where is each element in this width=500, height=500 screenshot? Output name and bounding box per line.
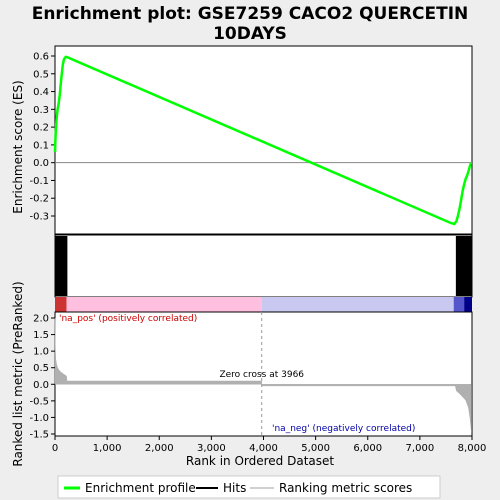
legend-box	[57, 475, 441, 499]
legend: Enrichment profile Hits Ranking metric sco…	[64, 481, 412, 495]
x-axis-label: Rank in Ordered Dataset	[186, 454, 334, 468]
chart-title-line2: 10DAYS	[213, 24, 287, 44]
x-tick-label: 2,000	[145, 443, 174, 454]
strongest-negative-segment	[464, 297, 472, 312]
enrichment-profile-line	[53, 55, 473, 226]
zero-cross-label: Zero cross at 3966	[219, 370, 304, 380]
es-y-axis: -0.3 -0.2 -0.1 0.0 0.1 0.2 0.3 0.4 0.5 0.6	[29, 52, 55, 223]
correlation-color-bar	[55, 297, 472, 312]
ranking-panel	[54, 311, 473, 437]
rank-y-tick-label: 1.0	[33, 347, 49, 358]
legend-label: Hits	[223, 481, 246, 495]
strong-negative-segment	[453, 297, 465, 312]
x-tick-label: 3,000	[197, 443, 226, 454]
legend-label: Ranking metric scores	[279, 481, 412, 495]
es-y-tick-label: 0.4	[33, 87, 49, 98]
es-y-tick-label: 0.5	[33, 69, 49, 80]
rank-y-tick-label: 0.0	[33, 380, 49, 391]
rank-y-axis: -1.5 -1.0 -0.5 0.0 0.5 1.0 1.5 2.0	[29, 314, 55, 441]
es-y-tick-label: -0.3	[29, 212, 49, 223]
negative-color-segment	[261, 297, 472, 312]
x-tick-label: 8,000	[458, 443, 487, 454]
rank-y-tick-label: -0.5	[29, 396, 49, 407]
x-tick-label: 6,000	[353, 443, 382, 454]
es-y-axis-label: Enrichment score (ES)	[11, 80, 25, 213]
rank-y-tick-label: 0.5	[33, 363, 49, 374]
legend-label: Enrichment profile	[85, 481, 196, 495]
es-y-tick-label: 0.2	[33, 123, 49, 134]
rank-y-tick-label: 2.0	[33, 314, 49, 325]
hits-marks	[54, 236, 472, 296]
x-tick-label: 7,000	[406, 443, 435, 454]
es-y-tick-label: -0.1	[29, 176, 49, 187]
x-axis: 0 1,000 2,000 3,000 4,000 5,000 6,000 7,000 8,00…	[52, 436, 487, 454]
x-tick-label: 5,000	[301, 443, 330, 454]
x-tick-label: 0	[52, 443, 58, 454]
es-y-tick-label: 0.3	[33, 105, 49, 116]
es-y-tick-label: 0.6	[33, 52, 49, 63]
chart-title-line1: Enrichment plot: GSE7259 CACO2 QUERCETIN	[32, 4, 469, 24]
rank-y-tick-label: -1.5	[29, 430, 49, 441]
rank-y-axis-label: Ranked list metric (PreRanked)	[11, 281, 25, 466]
positive-correlation-label: 'na_pos' (positively correlated)	[59, 314, 197, 324]
negative-correlation-label: 'na_neg' (negatively correlated)	[272, 424, 415, 434]
rank-y-tick-label: -1.0	[29, 413, 49, 424]
hits-panel	[54, 234, 473, 298]
strong-positive-segment	[55, 297, 67, 312]
x-tick-label: 4,000	[249, 443, 278, 454]
es-y-tick-label: -0.2	[29, 194, 49, 205]
es-y-tick-label: 0.0	[33, 158, 49, 169]
x-tick-label: 1,000	[93, 443, 122, 454]
es-y-tick-label: 0.1	[33, 140, 49, 151]
positive-color-segment	[55, 297, 262, 312]
rank-y-tick-label: 1.5	[33, 330, 49, 341]
